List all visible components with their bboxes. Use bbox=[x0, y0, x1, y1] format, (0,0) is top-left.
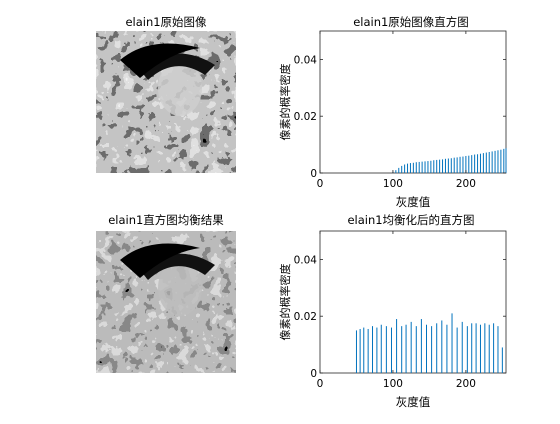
chart2-xtick-label: 200 bbox=[456, 378, 476, 390]
chart1-axes: 0 100 200 0 0.02 0.04 bbox=[294, 30, 507, 190]
chart2-ylabel: 像素的概率密度 bbox=[278, 264, 292, 341]
image2-title: elain1直方图均衡结果 bbox=[108, 213, 224, 227]
chart2-bars bbox=[355, 313, 503, 373]
image1-title: elain1原始图像 bbox=[125, 15, 207, 29]
chart2-xtick-label: 100 bbox=[383, 378, 403, 390]
chart2-title: elain1均衡化后的直方图 bbox=[347, 213, 474, 227]
chart1-ytick-label: 0 bbox=[310, 168, 317, 180]
chart1-title: elain1原始图像直方图 bbox=[353, 15, 469, 29]
chart1-ticks: 0 100 200 0 0.02 0.04 bbox=[294, 31, 506, 190]
chart1-xtick-label: 200 bbox=[456, 178, 476, 190]
chart2-xlabel: 灰度值 bbox=[396, 395, 431, 409]
chart2-axes: 0 100 200 0 0.02 0.04 bbox=[294, 230, 507, 390]
chart2-plot-frame bbox=[319, 230, 507, 374]
original-image bbox=[96, 31, 236, 173]
chart1-xlabel: 灰度值 bbox=[396, 195, 431, 209]
chart1-ylabel: 像素的概率密度 bbox=[278, 64, 292, 141]
chart1-ytick-label: 0.02 bbox=[294, 111, 317, 123]
chart1-plot-frame bbox=[319, 30, 507, 174]
chart1-xtick-label: 100 bbox=[383, 178, 403, 190]
chart1-ytick-label: 0.04 bbox=[294, 54, 318, 66]
chart2-ytick-label: 0.02 bbox=[294, 311, 317, 323]
equalized-image bbox=[96, 231, 236, 373]
chart1-xtick-label: 0 bbox=[317, 178, 324, 190]
chart2-ticks: 0 100 200 0 0.02 0.04 bbox=[294, 231, 506, 390]
chart1-bars bbox=[392, 148, 507, 173]
chart2-ytick-label: 0 bbox=[310, 368, 317, 380]
chart2-xtick-label: 0 bbox=[317, 378, 324, 390]
chart2-ytick-label: 0.04 bbox=[294, 254, 318, 266]
